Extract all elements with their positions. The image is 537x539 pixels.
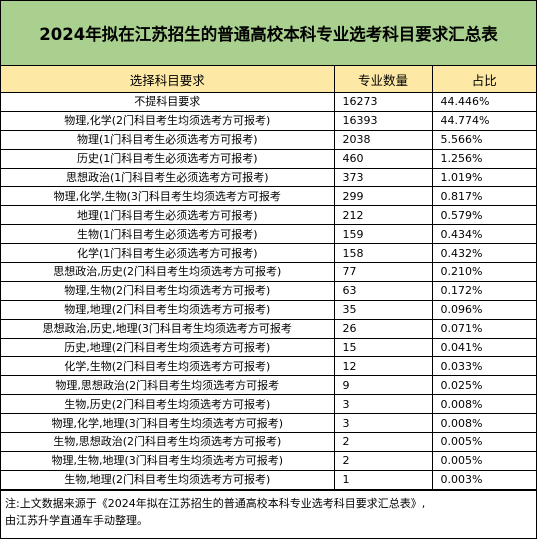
cell-major-count: 2038: [333, 129, 433, 150]
table-row: 生物,思想政治(2门科目考生均须选考方可报考) 2 0.005%: [1, 432, 536, 452]
cell-subject-requirement: 生物,地理(2门科目考生均须选考方可报考): [1, 469, 335, 490]
cell-major-count: 3: [333, 413, 433, 434]
cell-subject-requirement: 历史,地理(2门科目考生均须选考方可报考): [1, 337, 335, 358]
cell-subject-requirement: 物理,化学,生物(3门科目考生均须选考方可报考: [1, 186, 335, 207]
table-row: 物理,地理(2门科目考生均须选考方可报考) 35 0.096%: [1, 299, 536, 320]
cell-percentage: 0.033%: [431, 356, 536, 377]
cell-subject-requirement: 物理,化学(2门科目考生均须选考方可报考): [1, 110, 335, 131]
cell-subject-requirement: 化学,生物(2门科目考生均须选考方可报考): [1, 356, 335, 377]
table-row: 物理,生物(2门科目考生均须选考方可报考) 63 0.172%: [1, 280, 536, 301]
cell-percentage: 0.008%: [431, 394, 536, 415]
cell-percentage: 0.096%: [431, 299, 536, 320]
table-row: 物理(1门科目考生必须选考方可报考) 2038 5.566%: [1, 129, 536, 150]
cell-major-count: 212: [333, 205, 433, 226]
table-row: 物理,化学,生物(3门科目考生均须选考方可报考 299 0.817%: [1, 186, 536, 207]
cell-percentage: 0.210%: [431, 262, 536, 282]
requirements-table: 选择科目要求 专业数量 占比 不提科目要求 16273 44.446% 物理,化学(2…: [1, 66, 536, 490]
cell-percentage: 1.256%: [431, 148, 536, 169]
note-line-1: 注:上文数据来源于《2024年拟在江苏招生的普通高校本科专业选考科目要求汇总表》…: [5, 496, 426, 510]
cell-subject-requirement: 历史(1门科目考生必须选考方可报考): [1, 148, 335, 169]
cell-major-count: 16393: [333, 110, 433, 131]
table-row: 物理,生物,地理(3门科目考生均须选考方可报考) 2 0.005%: [1, 450, 536, 471]
table-row: 物理,化学,地理(3门科目考生均须选考方可报考) 3 0.008%: [1, 413, 536, 434]
source-note: 注:上文数据来源于《2024年拟在江苏招生的普通高校本科专业选考科目要求汇总表》…: [1, 489, 536, 529]
table-row: 化学(1门科目考生必须选考方可报考) 158 0.432%: [1, 243, 536, 264]
cell-subject-requirement: 生物(1门科目考生必须选考方可报考): [1, 224, 335, 245]
cell-percentage: 5.566%: [431, 129, 536, 150]
cell-percentage: 44.774%: [431, 110, 536, 131]
table-row: 思想政治,历史,地理(3门科目考生均须选考方可报考 26 0.071%: [1, 318, 536, 339]
header-major-count: 专业数量: [333, 66, 433, 93]
cell-major-count: 158: [333, 243, 433, 264]
cell-subject-requirement: 物理,化学,地理(3门科目考生均须选考方可报考): [1, 413, 335, 434]
cell-percentage: 0.172%: [431, 280, 536, 301]
cell-subject-requirement: 物理,生物(2门科目考生均须选考方可报考): [1, 280, 335, 301]
cell-percentage: 0.008%: [431, 413, 536, 434]
cell-percentage: 0.071%: [431, 318, 536, 339]
cell-major-count: 373: [333, 167, 433, 188]
cell-percentage: 0.041%: [431, 337, 536, 358]
header-subject-requirement: 选择科目要求: [1, 66, 335, 93]
cell-major-count: 12: [333, 356, 433, 377]
cell-major-count: 9: [333, 375, 433, 396]
cell-subject-requirement: 思想政治,历史,地理(3门科目考生均须选考方可报考: [1, 318, 335, 339]
note-line-2: 由江苏升学直通车手动整理。: [5, 513, 148, 527]
cell-percentage: 0.434%: [431, 224, 536, 245]
cell-subject-requirement: 物理(1门科目考生必须选考方可报考): [1, 129, 335, 150]
table-row: 不提科目要求 16273 44.446%: [1, 92, 536, 112]
cell-percentage: 1.019%: [431, 167, 536, 188]
cell-subject-requirement: 思想政治,历史(2门科目考生均须选考方可报考): [1, 262, 335, 282]
cell-subject-requirement: 不提科目要求: [1, 92, 335, 112]
cell-subject-requirement: 物理,生物,地理(3门科目考生均须选考方可报考): [1, 450, 335, 471]
cell-percentage: 0.817%: [431, 186, 536, 207]
cell-major-count: 26: [333, 318, 433, 339]
table-row: 历史,地理(2门科目考生均须选考方可报考) 15 0.041%: [1, 337, 536, 358]
cell-major-count: 2: [333, 432, 433, 452]
cell-subject-requirement: 地理(1门科目考生必须选考方可报考): [1, 205, 335, 226]
cell-percentage: 0.432%: [431, 243, 536, 264]
header-row: 选择科目要求 专业数量 占比: [1, 66, 536, 93]
table-row: 化学,生物(2门科目考生均须选考方可报考) 12 0.033%: [1, 356, 536, 377]
cell-percentage: 0.003%: [431, 469, 536, 490]
cell-major-count: 1: [333, 469, 433, 490]
cell-subject-requirement: 物理,思想政治(2门科目考生均须选考方可报考: [1, 375, 335, 396]
table-row: 思想政治,历史(2门科目考生均须选考方可报考) 77 0.210%: [1, 262, 536, 282]
cell-percentage: 44.446%: [431, 92, 536, 112]
cell-major-count: 63: [333, 280, 433, 301]
cell-major-count: 299: [333, 186, 433, 207]
cell-percentage: 0.005%: [431, 450, 536, 471]
cell-subject-requirement: 生物,历史(2门科目考生均须选考方可报考): [1, 394, 335, 415]
table-row: 生物,历史(2门科目考生均须选考方可报考) 3 0.008%: [1, 394, 536, 415]
cell-major-count: 35: [333, 299, 433, 320]
table-row: 物理,化学(2门科目考生均须选考方可报考) 16393 44.774%: [1, 110, 536, 131]
table-row: 生物(1门科目考生必须选考方可报考) 159 0.434%: [1, 224, 536, 245]
cell-major-count: 3: [333, 394, 433, 415]
cell-major-count: 16273: [333, 92, 433, 112]
cell-major-count: 15: [333, 337, 433, 358]
table-body: 不提科目要求 16273 44.446% 物理,化学(2门科目考生均须选考方可报考) 1…: [1, 92, 536, 490]
table-row: 思想政治(1门科目考生必须选考方可报考) 373 1.019%: [1, 167, 536, 188]
cell-percentage: 0.579%: [431, 205, 536, 226]
cell-subject-requirement: 生物,思想政治(2门科目考生均须选考方可报考): [1, 432, 335, 452]
table-row: 物理,思想政治(2门科目考生均须选考方可报考 9 0.025%: [1, 375, 536, 396]
table-row: 地理(1门科目考生必须选考方可报考) 212 0.579%: [1, 205, 536, 226]
sheet-title: 2024年拟在江苏招生的普通高校本科专业选考科目要求汇总表: [1, 1, 536, 66]
header-percentage: 占比: [431, 66, 536, 93]
cell-major-count: 77: [333, 262, 433, 282]
cell-subject-requirement: 物理,地理(2门科目考生均须选考方可报考): [1, 299, 335, 320]
cell-subject-requirement: 思想政治(1门科目考生必须选考方可报考): [1, 167, 335, 188]
cell-major-count: 460: [333, 148, 433, 169]
cell-major-count: 2: [333, 450, 433, 471]
cell-major-count: 159: [333, 224, 433, 245]
cell-percentage: 0.005%: [431, 432, 536, 452]
table-row: 生物,地理(2门科目考生均须选考方可报考) 1 0.003%: [1, 469, 536, 490]
table-row: 历史(1门科目考生必须选考方可报考) 460 1.256%: [1, 148, 536, 169]
cell-percentage: 0.025%: [431, 375, 536, 396]
cell-subject-requirement: 化学(1门科目考生必须选考方可报考): [1, 243, 335, 264]
